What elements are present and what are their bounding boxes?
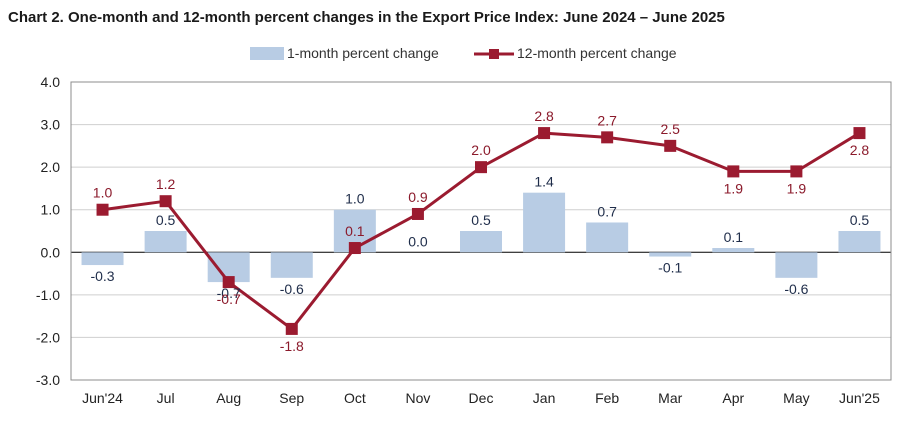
x-tick-label: Dec [469,390,494,406]
bar-value-label: -0.6 [784,281,808,297]
x-tick-label: Feb [595,390,619,406]
line-value-label: 2.8 [534,108,554,124]
line-value-label: 1.9 [724,180,744,196]
line-value-label: -0.7 [217,291,241,307]
bar-value-label: -0.3 [90,268,114,284]
bar [649,252,692,257]
bar [523,192,566,253]
legend-line-marker [489,49,499,59]
plot-frame [70,81,892,381]
bar-value-label: 0.0 [408,233,428,249]
line-value-label: 2.8 [850,142,870,158]
x-tick-label: Jan [533,390,556,406]
line-value-label: 1.2 [156,176,176,192]
bar [586,222,629,253]
y-tick-label: -1.0 [36,287,60,303]
bar [712,248,755,253]
x-tick-label: Jul [157,390,175,406]
x-tick-label: Jun'24 [82,390,123,406]
legend-bar-swatch [250,47,284,60]
line-marker [411,207,424,220]
bar-value-label: -0.7 [217,285,241,301]
y-tick-label: 3.0 [41,117,61,133]
y-tick-label: -2.0 [36,329,60,345]
line-marker [853,127,866,140]
plot-area: 4.0 3.0 2.0 1.0 0.0 -1.0 -2.0 -3.0 Jun'24 Jul Aug S… [36,74,892,406]
legend-line-label: 12-month percent change [517,45,677,61]
line-marker [475,161,487,174]
legend: 1-month percent change 12-month percent … [250,45,677,61]
bar [270,252,313,278]
line-value-label: 1.9 [787,180,807,196]
chart-title: Chart 2. One-month and 12-month percent … [8,9,725,26]
line-value-label: 0.9 [408,189,428,205]
y-tick-label: 2.0 [41,159,61,175]
bar [81,252,124,266]
line-value-label: 1.0 [93,185,113,201]
line-value-label: -1.8 [280,338,304,354]
x-tick-label: Nov [405,390,430,406]
bar-value-label: 0.7 [597,203,617,219]
x-tick-label: Jun'25 [839,390,880,406]
y-tick-label: 4.0 [41,74,61,90]
bar-value-label: 0.5 [156,212,176,228]
x-tick-label: Oct [344,390,366,406]
bar-value-label: -0.1 [658,260,682,276]
bar [838,231,881,253]
line-value-label: 0.1 [345,223,365,239]
x-tick-label: Mar [658,390,682,406]
bar-value-label: 1.0 [345,191,365,207]
line-marker [348,242,361,255]
line-value-label: 2.0 [471,142,491,158]
y-tick-label: 0.0 [41,244,61,260]
line-value-label: 2.5 [660,121,680,137]
line-marker [96,203,109,216]
line-marker [601,131,614,144]
bar [775,252,818,278]
bar [460,231,502,253]
x-tick-label: Aug [216,390,241,406]
line-marker [538,127,551,140]
bar-value-label: 1.4 [534,174,554,190]
bar-value-label: 0.1 [724,229,744,245]
line-marker [727,165,740,178]
bar-value-label: -0.6 [280,281,304,297]
bar [144,231,187,253]
line-marker [285,322,298,335]
line-value-label: 2.7 [597,112,617,128]
line-marker [222,276,235,289]
x-tick-label: Sep [279,390,304,406]
y-tick-label: -3.0 [36,372,60,388]
x-tick-label: Apr [722,390,744,406]
bar-value-label: 0.5 [850,212,870,228]
line-marker [664,139,677,152]
legend-bar-label: 1-month percent change [287,45,439,61]
line-marker [159,195,172,208]
line-marker [790,165,803,178]
bar-value-label: 0.5 [471,212,491,228]
y-tick-label: 1.0 [41,202,61,218]
x-tick-label: May [783,390,809,406]
